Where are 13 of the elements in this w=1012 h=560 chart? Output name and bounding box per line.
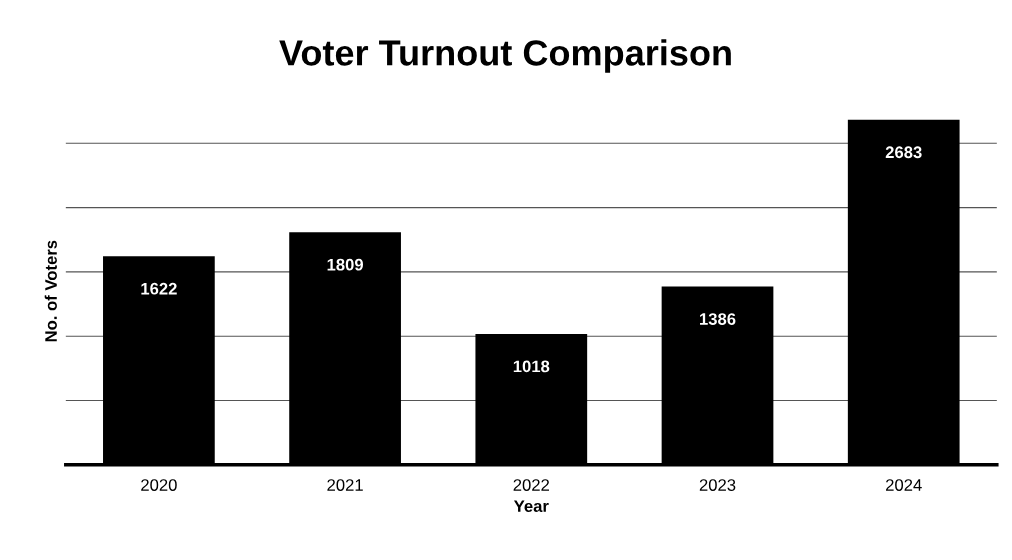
x-tick-label: 2023 <box>699 479 736 491</box>
data-label: 1622 <box>141 282 177 295</box>
data-label: 1018 <box>513 360 550 373</box>
x-axis-title: Year <box>513 500 549 513</box>
x-tick-label: 2022 <box>513 479 549 491</box>
data-label: 1386 <box>700 313 736 325</box>
y-axis-title: No. of Voters <box>44 240 57 342</box>
data-label: 2683 <box>885 146 922 159</box>
data-label: 1809 <box>327 258 364 271</box>
chart-title: Voter Turnout Comparison <box>279 39 731 73</box>
x-tick-label: 2024 <box>886 479 922 491</box>
x-tick-label: 2020 <box>141 479 177 491</box>
x-tick-label: 2021 <box>327 479 363 491</box>
